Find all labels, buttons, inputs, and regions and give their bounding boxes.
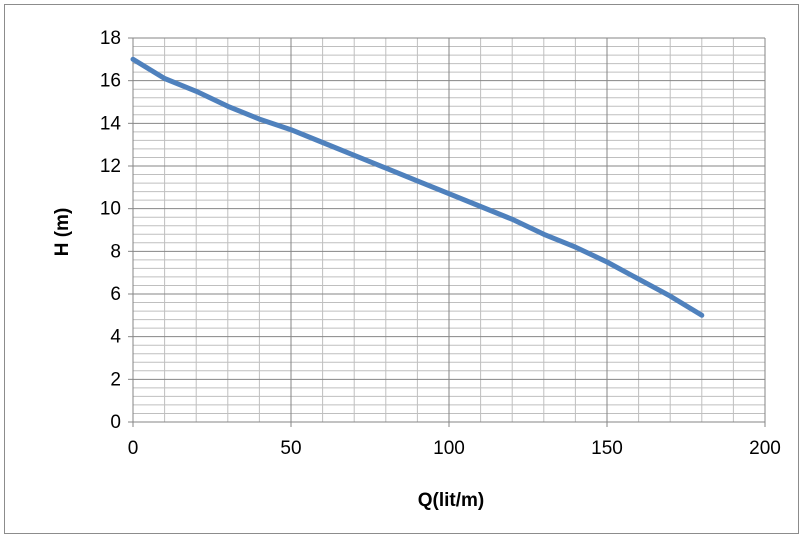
y-tick-label: 18	[100, 28, 121, 49]
x-tick-label: 0	[128, 438, 139, 459]
y-tick-label: 12	[100, 156, 121, 177]
major-gridlines	[133, 37, 766, 422]
x-axis-title: Q(lit/m)	[418, 490, 485, 511]
axes	[128, 37, 766, 427]
chart-area: 0 50 100 150 200 0 2 4 6 8 10 12 14 16 18 Q(lit/m) H …	[4, 4, 799, 534]
y-axis-title: H (m)	[52, 208, 73, 257]
y-tick-label: 16	[100, 71, 121, 92]
line-chart: 0 50 100 150 200 0 2 4 6 8 10 12 14 16 18 Q(lit/m) H …	[52, 28, 781, 511]
x-tick-label: 50	[280, 438, 301, 459]
x-tick-label: 100	[433, 438, 465, 459]
y-tick-label: 14	[100, 113, 122, 134]
y-tick-label: 4	[110, 327, 121, 348]
series-group	[130, 56, 705, 318]
x-tick-labels: 0 50 100 150 200	[128, 438, 781, 459]
series-line	[130, 56, 705, 318]
y-tick-label: 6	[110, 284, 121, 305]
y-tick-label: 8	[110, 241, 121, 262]
x-tick-label: 200	[749, 438, 781, 459]
y-tick-label: 10	[100, 199, 121, 220]
y-tick-labels: 0 2 4 6 8 10 12 14 16 18	[100, 28, 122, 433]
y-tick-label: 2	[110, 369, 121, 390]
y-tick-label: 0	[110, 412, 121, 433]
x-tick-label: 150	[591, 438, 623, 459]
